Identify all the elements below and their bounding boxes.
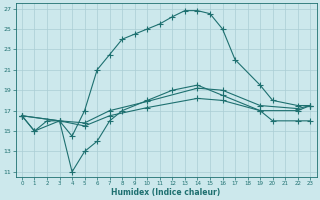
X-axis label: Humidex (Indice chaleur): Humidex (Indice chaleur) (111, 188, 221, 197)
